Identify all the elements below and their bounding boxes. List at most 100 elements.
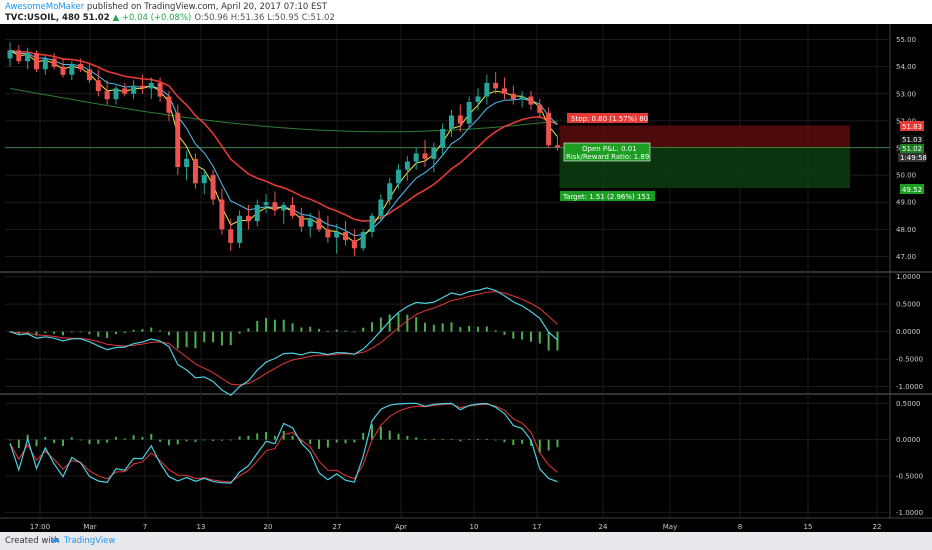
time-tick-label: Apr <box>395 523 407 531</box>
time-tick-label: 8 <box>738 523 742 531</box>
osc-hist-bar <box>397 433 400 440</box>
macd-hist-bar <box>485 326 488 332</box>
candle-body <box>69 63 75 75</box>
osc-hist-bar <box>432 438 435 440</box>
osc-hist-bar <box>17 439 20 449</box>
time-tick-label: 17 <box>533 523 542 531</box>
time-tick-label: 20 <box>264 523 273 531</box>
candle-body <box>475 96 481 102</box>
target-label-bg <box>560 191 655 201</box>
price-tags: 51.83 51.03 51.02 1:49:58 49.52 <box>898 121 927 194</box>
candle-body <box>369 215 375 233</box>
osc-hist-bar <box>326 439 329 448</box>
candle-body <box>307 218 313 227</box>
osc-hist-bar <box>476 438 479 440</box>
osc-hist-bar <box>371 424 374 440</box>
symbol-label[interactable]: TVC:USOIL, 480 <box>5 13 80 23</box>
osc-hist-bar <box>265 432 268 440</box>
price-tick-label: 55.00 <box>896 36 916 44</box>
symbol-line: TVC:USOIL, 480 51.02 ▲ +0.04 (+0.08%) O:… <box>5 13 335 23</box>
tradingview-link[interactable]: TradingView <box>64 536 116 546</box>
price-axis: 55.0054.0053.0052.0051.0050.0049.0048.00… <box>896 36 923 517</box>
macd-hist-bar <box>291 323 294 332</box>
candle-body <box>413 153 419 162</box>
candle-body <box>16 50 22 62</box>
osc-hist-bar <box>300 439 303 443</box>
macd-hist-bar <box>309 326 312 332</box>
price-tick-label: 53.00 <box>896 90 916 98</box>
osc-hist-bar <box>256 433 259 440</box>
macd-hist-bar <box>229 331 232 346</box>
macd-hist-bar <box>150 327 153 332</box>
price-tick-label: 49.00 <box>896 199 916 207</box>
time-tick-label: 10 <box>470 523 479 531</box>
created-with: Created with <box>5 536 60 546</box>
timer-tag: 1:49:58 <box>900 154 927 162</box>
stop-label-bg <box>567 113 648 123</box>
candle-body <box>298 215 304 227</box>
osc-hist-bar <box>529 439 532 446</box>
osc-hist-bar <box>176 439 179 445</box>
macd-line <box>9 287 558 397</box>
osc-hist-bar <box>203 439 206 441</box>
osc-hist-bar <box>238 436 241 440</box>
candle-body <box>175 112 181 167</box>
osc-hist-bar <box>503 439 506 443</box>
osc-hist-bar <box>229 439 232 441</box>
candle-body <box>166 96 172 113</box>
macd-hist-bar <box>256 321 259 332</box>
macd-tick-label: 1.0000 <box>896 273 921 281</box>
author-link[interactable]: AwesomeMoMaker <box>5 2 85 12</box>
candle-body <box>387 183 393 200</box>
macd-hist-bar <box>88 331 91 335</box>
candle-body <box>272 202 278 211</box>
time-tick-label: 17:00 <box>30 523 50 531</box>
osc-hist-bar <box>247 435 250 440</box>
osc-hist-bar <box>512 439 515 445</box>
macd-hist-bar <box>282 319 285 332</box>
osc-hist-bar <box>79 439 82 441</box>
macd-hist-bar <box>167 331 170 336</box>
macd-hist-bar <box>318 328 321 332</box>
macd-hist-bar <box>123 331 126 334</box>
candle-body <box>281 204 287 211</box>
candle-body <box>290 204 296 216</box>
candle-body <box>51 58 57 67</box>
osc-hist-bar <box>220 439 223 441</box>
candle-body <box>78 63 84 70</box>
osc-tick-label: 0.0000 <box>896 436 921 444</box>
time-tick-label: 15 <box>804 523 813 531</box>
candle-body <box>493 82 499 89</box>
osc-hist-bar <box>44 436 47 440</box>
osc-hist-bar <box>424 439 427 441</box>
price-tick-label: 47.00 <box>896 253 916 261</box>
close2-tag-bg <box>900 144 924 153</box>
time-tick-label: May <box>663 523 677 531</box>
osc-hist-bar <box>9 439 11 441</box>
ohlc-values: O:50.96 H:51.36 L:50.95 C:51.02 <box>194 13 335 23</box>
osc-hist-bar <box>61 439 64 446</box>
candle-body <box>237 215 243 243</box>
macd-hist-bar <box>476 326 479 332</box>
candle-body <box>457 115 463 124</box>
macd-hist-bar <box>335 329 338 332</box>
chart-area[interactable]: 55.0054.0053.0052.0051.0050.0049.0048.00… <box>0 24 932 532</box>
candle-body <box>192 158 198 184</box>
macd-hist-bar <box>344 330 347 332</box>
macd-hist-bar <box>415 317 418 332</box>
macd-hist-bar <box>79 331 82 333</box>
candle-body <box>466 101 472 124</box>
osc-hist-bar <box>344 439 347 444</box>
close2-tag: 51.02 <box>902 145 922 153</box>
macd-hist-bar <box>185 331 188 348</box>
tradingview-cloud-icon: ☁ <box>50 534 60 545</box>
osc-hist-bar <box>167 439 170 446</box>
candle-body <box>501 88 507 94</box>
macd-hist-bar <box>247 328 250 332</box>
stop-label: Stop: 0.80 (1.57%) 80 <box>571 115 648 123</box>
candle-body <box>449 115 454 130</box>
close-value: C:51.02 <box>301 13 335 23</box>
osc-hist-bar <box>459 439 462 442</box>
candle-body <box>131 85 137 94</box>
osc-tick-label: -0.5000 <box>896 473 923 481</box>
